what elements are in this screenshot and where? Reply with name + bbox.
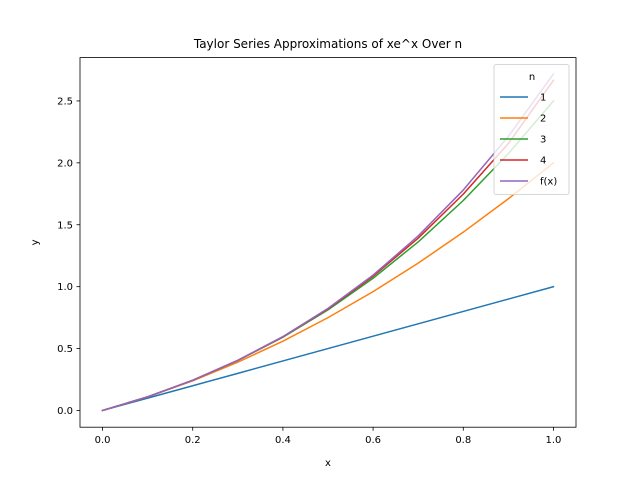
axes-frame bbox=[79, 57, 577, 428]
legend: n 1 2 3 4 f(x) bbox=[493, 64, 570, 195]
legend-items: 1 2 3 4 f(x) bbox=[500, 93, 557, 188]
legend-label: f(x) bbox=[540, 177, 557, 188]
x-tick-label: 1.0 bbox=[546, 435, 562, 446]
legend-label: 3 bbox=[540, 135, 546, 146]
legend-label: 1 bbox=[540, 93, 546, 104]
y-tick-label: 2.0 bbox=[57, 158, 73, 169]
y-axis-label: y bbox=[30, 239, 41, 245]
chart-title: Taylor Series Approximations of xe^x Ove… bbox=[193, 37, 462, 51]
legend-box bbox=[493, 64, 570, 195]
legend-title: n bbox=[529, 72, 535, 83]
y-tick-label: 1.0 bbox=[57, 282, 73, 293]
y-tick-label: 0.5 bbox=[57, 344, 73, 355]
series-lines bbox=[101, 72, 555, 412]
y-tick-label: 1.5 bbox=[57, 220, 73, 231]
x-axis-ticks: 0.0 0.2 0.4 0.6 0.8 1.0 bbox=[95, 427, 562, 446]
series-line-fx bbox=[101, 72, 555, 412]
x-tick-label: 0.6 bbox=[365, 435, 381, 446]
x-tick-label: 0.0 bbox=[95, 435, 111, 446]
series-line-1 bbox=[101, 285, 555, 412]
x-tick-label: 0.8 bbox=[455, 435, 471, 446]
legend-label: 2 bbox=[540, 114, 546, 125]
y-tick-label: 2.5 bbox=[57, 96, 73, 107]
legend-label: 4 bbox=[540, 156, 546, 167]
x-axis-label: x bbox=[325, 458, 331, 469]
x-tick-label: 0.2 bbox=[185, 435, 201, 446]
y-axis-ticks: 0.0 0.5 1.0 1.5 2.0 2.5 bbox=[57, 96, 80, 417]
x-tick-label: 0.4 bbox=[275, 435, 291, 446]
plot-area bbox=[79, 57, 577, 428]
y-tick-label: 0.0 bbox=[57, 406, 73, 417]
